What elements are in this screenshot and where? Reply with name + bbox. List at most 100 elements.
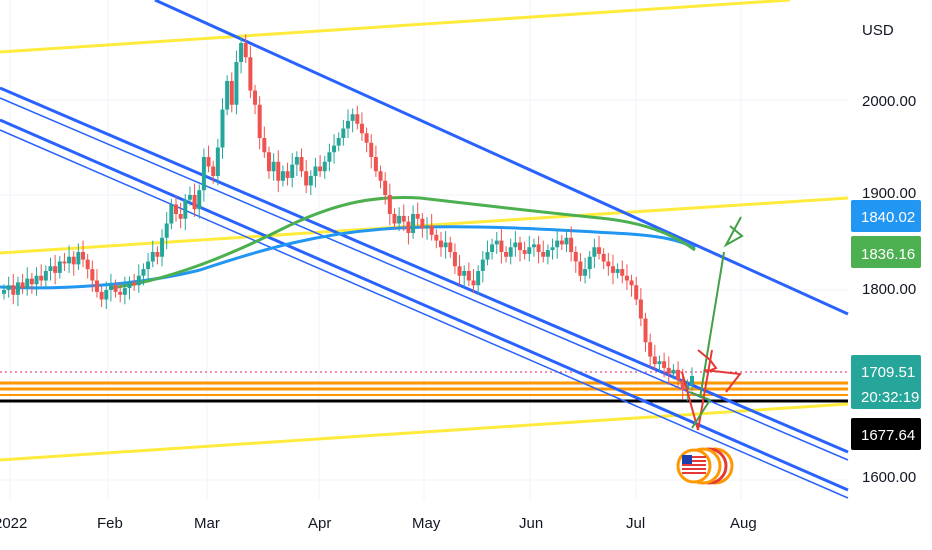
candle-body <box>243 43 248 58</box>
candle-body <box>513 242 518 248</box>
candle-body <box>262 138 267 153</box>
candle-body <box>53 266 58 273</box>
candle-body <box>304 171 309 186</box>
candle-body <box>555 240 560 248</box>
green-projection-arrow <box>699 251 725 399</box>
candle-body <box>434 234 439 241</box>
candle-body <box>443 242 448 248</box>
candles <box>2 34 694 402</box>
candle-body <box>48 266 53 271</box>
candle-body <box>369 142 374 157</box>
candle-body <box>676 369 681 381</box>
candle-body <box>197 190 202 210</box>
candle-body <box>118 291 123 295</box>
candle-body <box>578 261 583 276</box>
us-flag-canton <box>682 455 692 464</box>
projection-arrows <box>681 216 744 431</box>
candle-body <box>294 157 299 165</box>
candle-body <box>494 240 499 245</box>
candle-body <box>499 240 504 252</box>
candle-body <box>146 261 151 270</box>
candle-body <box>564 237 569 245</box>
candle-body <box>229 81 234 105</box>
candle-body <box>504 252 509 257</box>
candle-body <box>155 252 160 257</box>
candle-body <box>541 252 546 257</box>
candle-body <box>657 361 662 365</box>
candle-body <box>471 280 476 286</box>
candle-body <box>601 253 606 262</box>
x-tick-label: May <box>412 515 441 532</box>
us-flag-stripe <box>682 472 706 474</box>
candle-body <box>76 252 81 265</box>
candle-body <box>592 247 597 257</box>
candle-body <box>448 242 453 252</box>
candle-body <box>620 269 625 276</box>
red-projection-arrow <box>681 349 713 431</box>
candle-body <box>415 214 420 219</box>
candle-body <box>285 171 290 178</box>
candle-body <box>355 114 360 124</box>
channel-lower <box>0 118 849 492</box>
x-tick-label: Mar <box>194 515 220 532</box>
candle-body <box>225 81 230 110</box>
yellow-trendline-bottom <box>0 402 849 462</box>
candle-body <box>15 282 20 295</box>
candle-body <box>313 166 318 176</box>
candle-body <box>39 275 44 281</box>
yellow-trendline-top <box>0 0 791 54</box>
candle-body <box>378 171 383 181</box>
candle-body <box>662 361 667 368</box>
candle-body <box>160 237 165 257</box>
candle-body <box>476 271 481 286</box>
candle-body <box>383 180 388 195</box>
candle-body <box>253 90 258 105</box>
candle-body <box>401 215 406 222</box>
candle-body <box>518 242 522 251</box>
event-flags[interactable] <box>676 447 734 485</box>
candle-body <box>276 161 281 181</box>
candle-body <box>178 214 183 219</box>
candle-body <box>597 247 602 254</box>
candle-body <box>648 342 653 357</box>
candle-body <box>206 157 211 167</box>
candle-body <box>81 252 86 260</box>
currency-label: USD <box>862 22 894 39</box>
candle-body <box>113 285 118 292</box>
candle-body <box>336 138 341 146</box>
candle-body <box>94 280 99 292</box>
candle-body <box>671 369 676 374</box>
candle-body <box>550 247 555 251</box>
candle-body <box>234 62 239 105</box>
x-tick-label: Jun <box>519 515 543 532</box>
candle-body <box>359 123 364 134</box>
candle-body <box>43 271 48 281</box>
candle-body <box>652 356 657 365</box>
candle-body <box>573 252 578 262</box>
x-tick-label: Apr <box>308 515 331 532</box>
y-tick-label: 2000.00 <box>862 93 916 110</box>
candle-body <box>62 261 67 264</box>
candle-body <box>364 133 369 143</box>
candle-body <box>522 250 527 254</box>
candle-body <box>257 104 262 138</box>
candle-body <box>127 282 132 289</box>
candle-body <box>169 204 174 224</box>
candle-body <box>57 261 62 273</box>
candle-body <box>387 195 392 214</box>
candle-body <box>634 285 639 300</box>
candle-body <box>480 259 485 271</box>
candle-body <box>164 223 169 238</box>
green-ma-price-badge: 1836.16 <box>861 246 915 263</box>
candle-body <box>211 166 216 176</box>
candle-body <box>559 240 564 245</box>
trend-lines <box>0 0 849 499</box>
x-tick-label: Aug <box>730 515 757 532</box>
candle-body <box>239 43 244 62</box>
candle-body <box>174 204 178 214</box>
y-tick-label: 1600.00 <box>862 469 916 486</box>
candle-body <box>392 214 397 224</box>
candle-body <box>6 285 11 290</box>
